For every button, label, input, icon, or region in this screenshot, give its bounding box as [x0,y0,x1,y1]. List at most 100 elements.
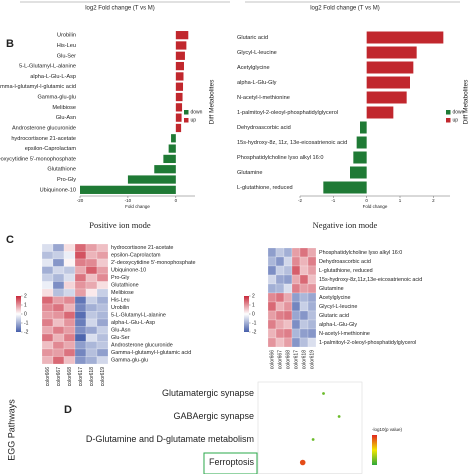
heat-cell [52,326,65,335]
heat-cell [291,319,301,330]
colorbar-label: 2 [24,293,27,299]
heat-cell [275,256,285,267]
column-label: color619 [100,367,106,386]
heat-cell [41,341,54,350]
heat-cell [96,273,109,282]
heat-cell [267,256,277,267]
heat-cell [85,356,98,365]
clipped-axis-label: log2 Fold change (T vs M) [310,6,380,12]
colorbar-label: -1 [252,320,257,326]
heat-cell [41,288,54,297]
category-label: Ubiquinone-10 [40,187,76,193]
heat-cell [283,301,293,312]
heat-cell [52,356,65,365]
heat-cell [283,328,293,339]
column-label: color667 [56,367,62,386]
x-axis-title: Fold change [125,204,150,209]
category-label: Glutamine [237,170,263,176]
category-label: Urobilin [57,33,76,39]
bar [175,41,187,50]
pathway-label: Glutamatergic synapse [162,388,254,398]
heat-cell [74,258,87,267]
heat-cell [299,310,309,321]
heat-cell [63,326,76,335]
heat-cell [96,251,109,260]
heat-cell [307,310,317,321]
bar [366,106,394,119]
bar [175,103,183,112]
heat-cell [267,247,277,258]
heat-cell [52,311,65,320]
heat-cell [283,274,293,285]
bar [366,91,407,104]
heat-cell [299,283,309,294]
row-label: His-Leu [111,298,130,304]
row-label: alpha-L-Glu-L-Asp [111,320,155,326]
heat-cell [275,328,285,339]
pathway-label: GABAergic synapse [173,411,254,421]
column-label: color668 [67,367,73,386]
heat-cell [283,265,293,276]
bubble [299,459,306,466]
heat-cell [52,303,65,312]
heat-cell [96,266,109,275]
heat-cell [96,333,109,342]
panel-label: C [6,234,14,246]
heat-cell [85,341,98,350]
heat-cell [74,333,87,342]
heat-cell [52,348,65,357]
heat-cell [41,273,54,282]
heat-cell [291,301,301,312]
heat-cell [96,296,109,305]
row-label: 1-palmitoyl-2-oleoyl-phosphatidylglycero… [319,340,416,346]
heat-cell [275,337,285,348]
heat-cell [291,256,301,267]
heat-cell [267,301,277,312]
heat-cell [41,296,54,305]
x-tick-label: -20 [77,198,84,203]
bar [175,61,184,71]
category-label: His-Leu [57,43,76,49]
bar [175,92,183,102]
category-label: Phosphatidylcholine lyso alkyl 16:0 [237,155,323,161]
heat-cell [267,310,277,321]
bar [356,136,367,149]
heat-cell [85,326,98,335]
heat-cell [41,243,54,252]
bar [360,121,367,134]
row-label: Ubiquinone-10 [111,268,146,274]
colorbar-label: -2 [24,329,29,335]
row-label: alpha-L-Glu-Gly [319,322,357,328]
heat-cell [267,319,277,330]
category-label: 5-L-Glutamyl-L-alanine [19,64,76,70]
heat-cell [52,281,65,290]
heat-cell [299,292,309,303]
column-label: color666 [269,350,275,369]
heat-cell [85,258,98,267]
column-label: color668 [285,350,291,369]
legend-label: down [453,110,465,116]
bar [175,113,182,122]
row-label: Androsterone glucuronide [111,343,173,349]
y-axis-title: EGG Pathways [6,399,16,461]
x-tick-label: 0 [175,198,178,203]
colorbar-label: 1 [24,302,27,308]
heat-cell [63,333,76,342]
heat-cell [96,281,109,290]
heat-cell [96,318,109,327]
heat-cell [96,243,109,252]
highlight-box [203,452,258,474]
heat-cell [52,243,65,252]
category-label: Glu-Ser [57,53,76,59]
heat-cell [74,356,87,365]
category-label: N-acetyl-l-methionine [237,95,290,101]
row-label: 5-L-Glutamyl-L-alanine [111,313,166,319]
heat-cell [291,247,301,258]
heat-cell [63,258,76,267]
category-label: epsilon-Caprolactam [25,146,77,152]
bubble [337,415,341,418]
x-tick-label: 0 [365,198,368,203]
heat-cell [275,301,285,312]
caption: Positive ion mode [89,220,151,230]
heat-cell [267,283,277,294]
